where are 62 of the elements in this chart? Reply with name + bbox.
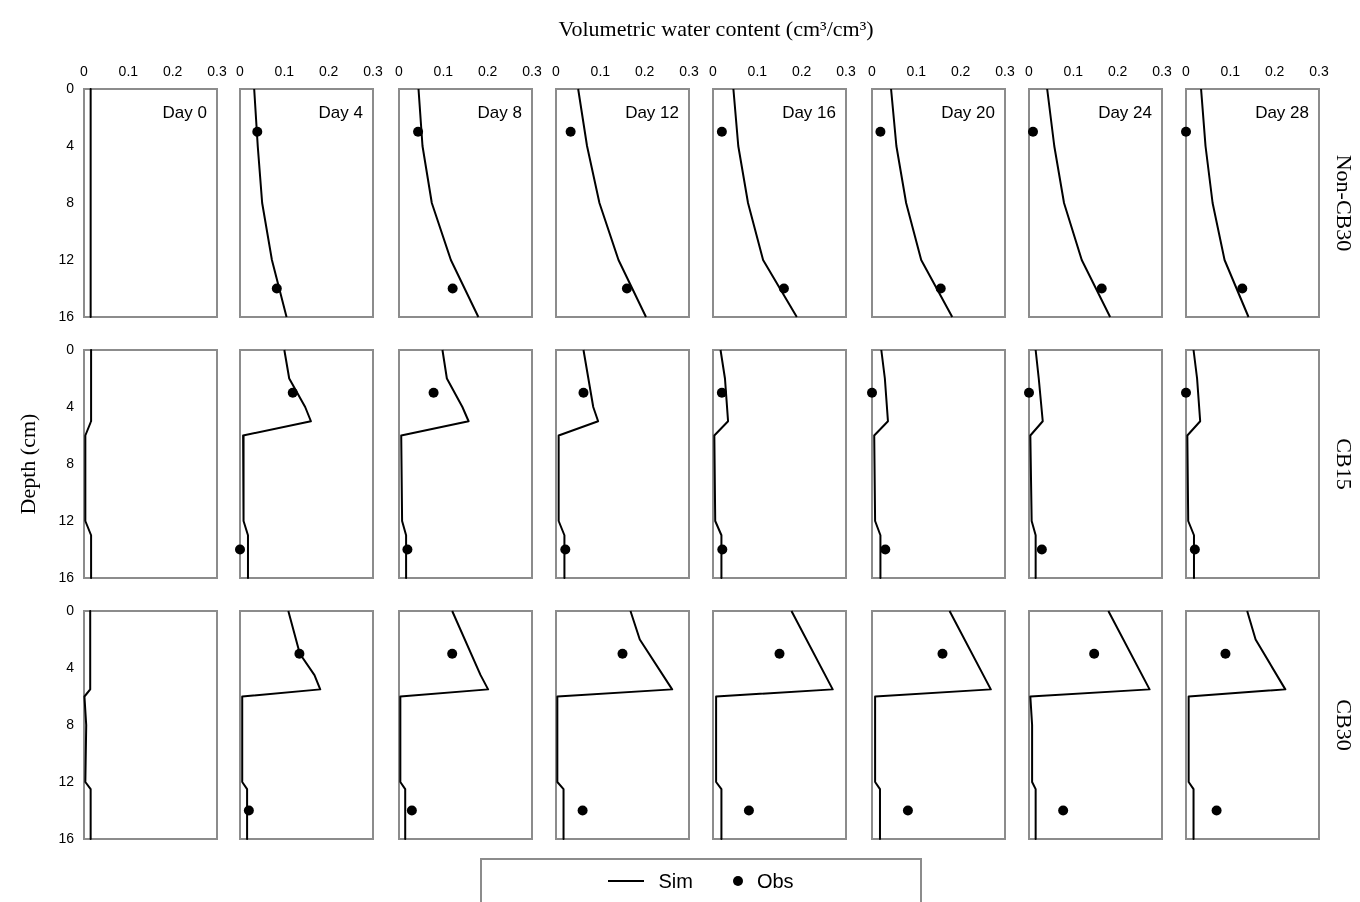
y-tick-label: 0 [66,79,75,96]
x-tick-label: 0 [552,63,561,80]
x-tick-label: 0.2 [477,63,498,80]
x-tick-label: 0 [709,63,718,80]
x-tick-label: 0 [395,63,404,80]
x-tick-label: 0.1 [747,63,768,80]
text: Day 4 [318,102,363,122]
x-tick-label: 0.3 [995,63,1015,80]
x-tick-label: 0 [868,63,877,80]
x-tick-label: 0.1 [118,63,139,80]
x-axis-title: Volumetric water content (cm³/cm³) [558,16,874,42]
x-tick-label: 0.3 [1309,63,1329,80]
y-tick-label: 16 [58,829,75,846]
y2-axis-title: Non-CB30 [1331,154,1357,252]
y-axis-title: Depth (cm) [15,413,41,515]
x-tick-label: 0.3 [1152,63,1172,80]
x-tick-label: 0.3 [522,63,542,80]
y-tick-label: 8 [66,454,75,471]
y2-axis-title: CB30 [1331,699,1357,751]
legend-label: Obs [756,869,794,893]
y-tick-label: 12 [58,250,75,267]
x-tick-label: 0.2 [162,63,183,80]
x-tick-label: 0.2 [634,63,655,80]
text: Day 8 [477,102,522,122]
x-tick-label: 0.1 [433,63,454,80]
y-tick-label: 0 [66,601,75,618]
y-tick-label: 12 [58,772,75,789]
text: Day 0 [162,102,207,122]
y-tick-label: 8 [66,715,75,732]
x-tick-label: 0.1 [590,63,611,80]
x-tick-label: 0 [236,63,245,80]
x-tick-label: 0 [1025,63,1034,80]
x-tick-label: 0.3 [363,63,383,80]
x-tick-label: 0.3 [836,63,856,80]
y-tick-label: 0 [66,340,75,357]
x-tick-label: 0.3 [679,63,699,80]
x-tick-label: 0.2 [950,63,971,80]
y-tick-label: 8 [66,193,75,210]
text: Day 12 [625,102,679,122]
x-tick-label: 0.2 [1264,63,1285,80]
x-tick-label: 0.3 [207,63,227,80]
x-tick-label: 0.2 [791,63,812,80]
y-tick-label: 12 [58,511,75,528]
x-tick-label: 0 [80,63,89,80]
text: Day 28 [1255,102,1309,122]
y-tick-label: 4 [66,136,75,153]
x-tick-label: 0.1 [1063,63,1084,80]
x-tick-label: 0.1 [906,63,927,80]
y-tick-label: 16 [58,307,75,324]
text: Day 20 [941,102,995,122]
y2-axis-title: CB15 [1331,438,1357,490]
x-tick-label: 0 [1182,63,1191,80]
x-tick-label: 0.1 [1220,63,1241,80]
y-tick-label: 4 [66,658,75,675]
text: Day 24 [1098,102,1152,122]
y-tick-label: 16 [58,568,75,585]
legend-label: Sim [658,869,693,893]
x-tick-label: 0.2 [1107,63,1128,80]
x-tick-label: 0.2 [318,63,339,80]
text: Day 16 [782,102,836,122]
x-tick-label: 0.1 [274,63,295,80]
y-tick-label: 4 [66,397,75,414]
